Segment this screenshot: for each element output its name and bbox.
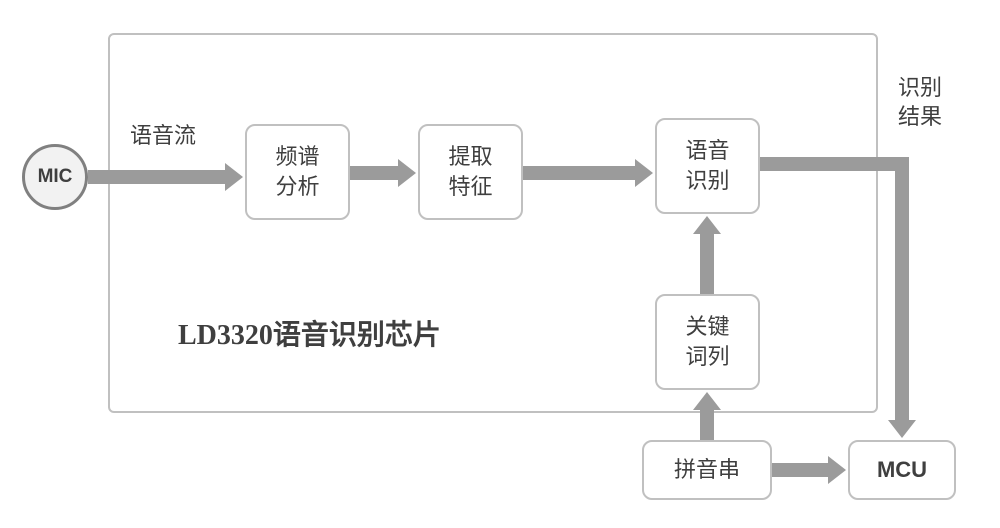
node-mcu: MCU <box>848 440 956 500</box>
chip-label: LD3320语音识别芯片 <box>178 318 441 354</box>
arrow-pinyin-to-mcu <box>772 456 846 484</box>
chip-container <box>108 33 878 413</box>
node-recog: 语音 识别 <box>655 118 760 214</box>
node-keywords: 关键 词列 <box>655 294 760 390</box>
node-pinyin: 拼音串 <box>642 440 772 500</box>
node-features: 提取 特征 <box>418 124 523 220</box>
node-spectrum: 频谱 分析 <box>245 124 350 220</box>
label-result: 识别 结果 <box>898 74 942 131</box>
label-stream: 语音流 <box>130 122 196 151</box>
mic-node: MIC <box>22 144 88 210</box>
